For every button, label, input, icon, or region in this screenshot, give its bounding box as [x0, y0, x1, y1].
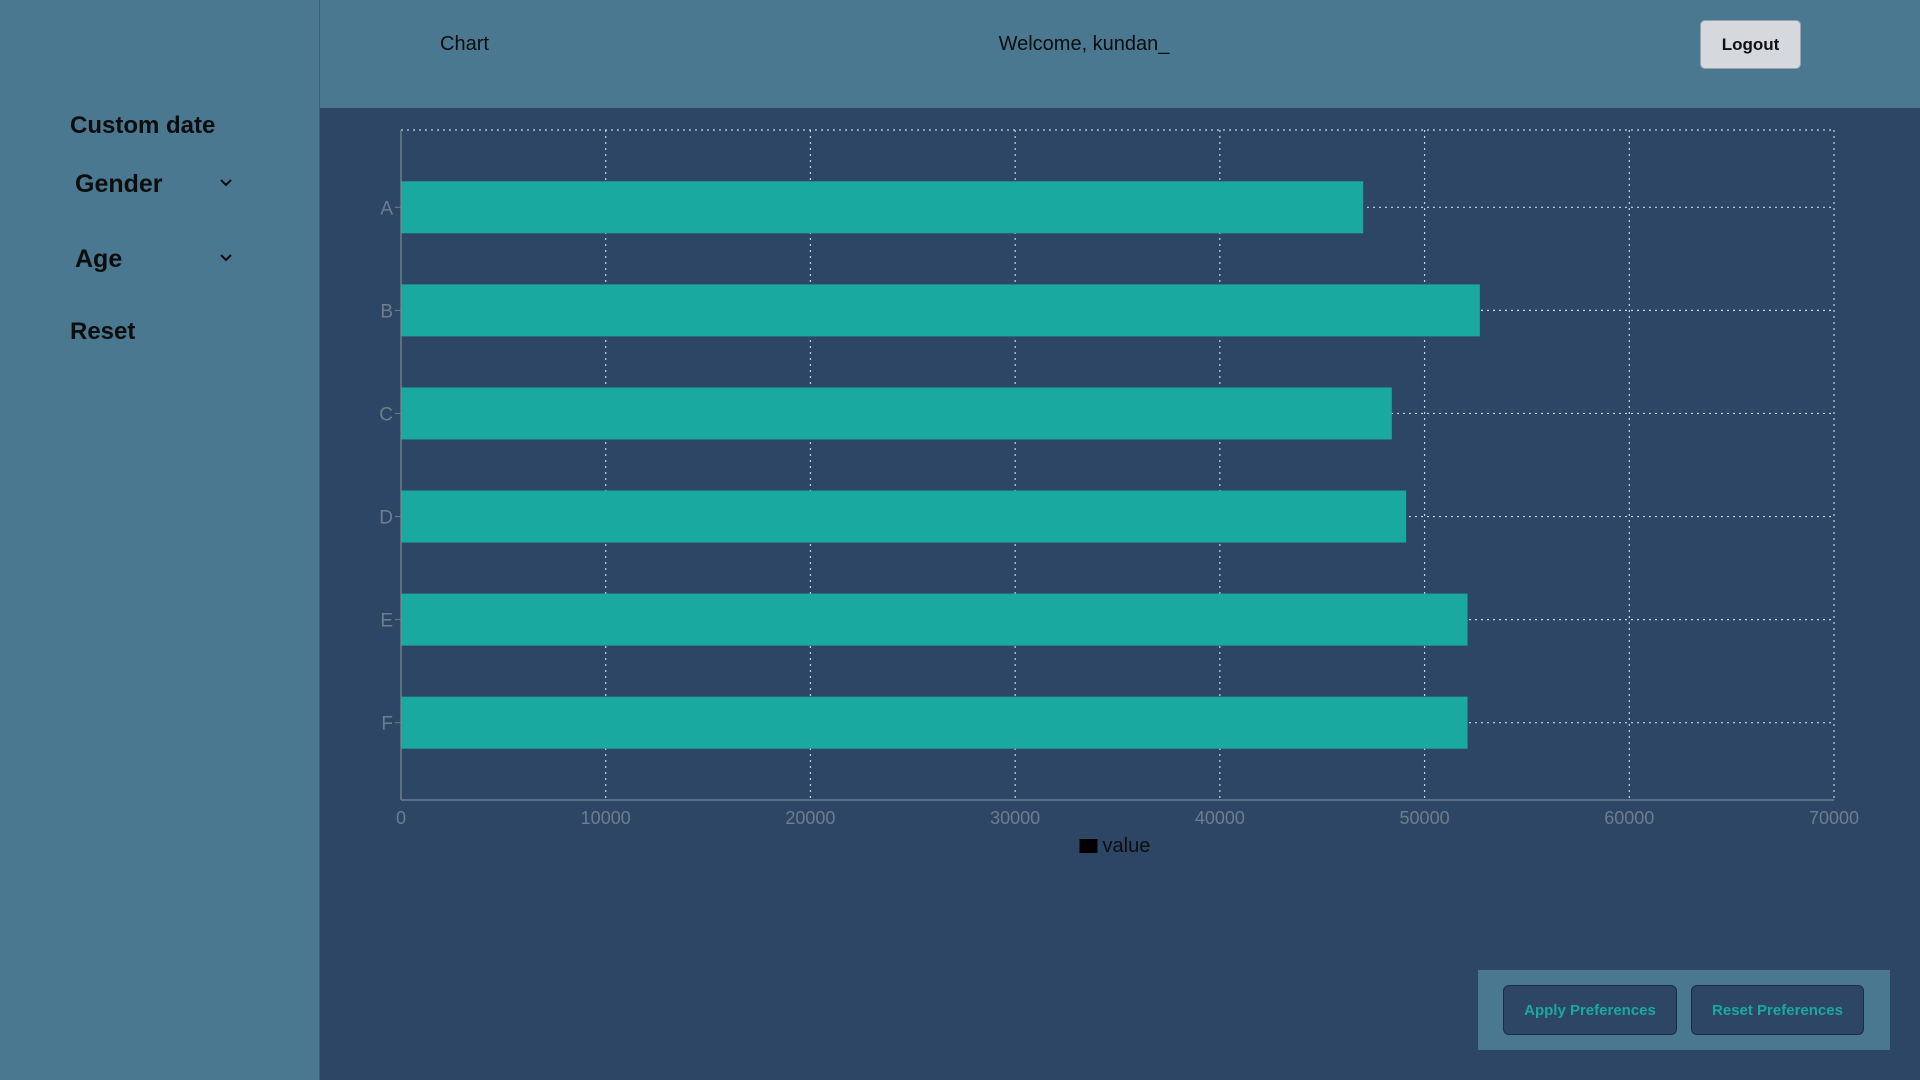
- bar-D: [401, 490, 1407, 543]
- x-tick-label: 50000: [1400, 808, 1450, 828]
- bar-chart: 0 10000 20000 30000 40000 50000 60000 70000 A B C D…: [379, 129, 1859, 857]
- bar-B: [401, 284, 1480, 337]
- legend-label: value: [1103, 835, 1151, 857]
- chevron-down-icon: [220, 254, 232, 262]
- x-tick-label: 0: [396, 808, 406, 828]
- chevron-down-icon: [220, 179, 232, 187]
- gender-dropdown[interactable]: Gender: [75, 170, 232, 199]
- header: Chart Welcome, kundan_ Logout: [320, 0, 1920, 108]
- legend-swatch: [1079, 839, 1098, 853]
- y-tick-label: F: [381, 714, 393, 735]
- bar-C: [401, 387, 1392, 440]
- reset-link[interactable]: Reset: [70, 318, 136, 345]
- y-tick-label: E: [380, 611, 393, 632]
- y-tick-label: A: [380, 198, 393, 219]
- apply-preferences-button[interactable]: Apply Preferences: [1503, 985, 1677, 1035]
- preferences-panel: Apply Preferences Reset Preferences: [1478, 970, 1890, 1050]
- bar-F: [401, 696, 1468, 749]
- page-title: Chart: [440, 33, 489, 55]
- y-tick-label: D: [379, 508, 393, 529]
- x-tick-label: 30000: [990, 808, 1040, 828]
- age-dropdown[interactable]: Age: [75, 245, 232, 274]
- y-tick-label: C: [379, 404, 393, 425]
- custom-date-link[interactable]: Custom date: [70, 112, 216, 139]
- x-tick-label: 70000: [1809, 808, 1859, 828]
- bar-E: [401, 593, 1468, 646]
- x-tick-label: 40000: [1195, 808, 1245, 828]
- gender-label: Gender: [75, 170, 163, 198]
- y-tick-label: B: [380, 301, 393, 322]
- x-tick-label: 60000: [1604, 808, 1654, 828]
- welcome-message: Welcome, kundan_: [998, 33, 1170, 55]
- sidebar: Custom date Gender Age Reset: [0, 0, 320, 1080]
- logout-button[interactable]: Logout: [1700, 20, 1801, 69]
- x-tick-label: 10000: [581, 808, 631, 828]
- bar-A: [401, 181, 1364, 234]
- x-tick-label: 20000: [785, 808, 835, 828]
- age-label: Age: [75, 245, 123, 273]
- reset-preferences-button[interactable]: Reset Preferences: [1691, 985, 1864, 1035]
